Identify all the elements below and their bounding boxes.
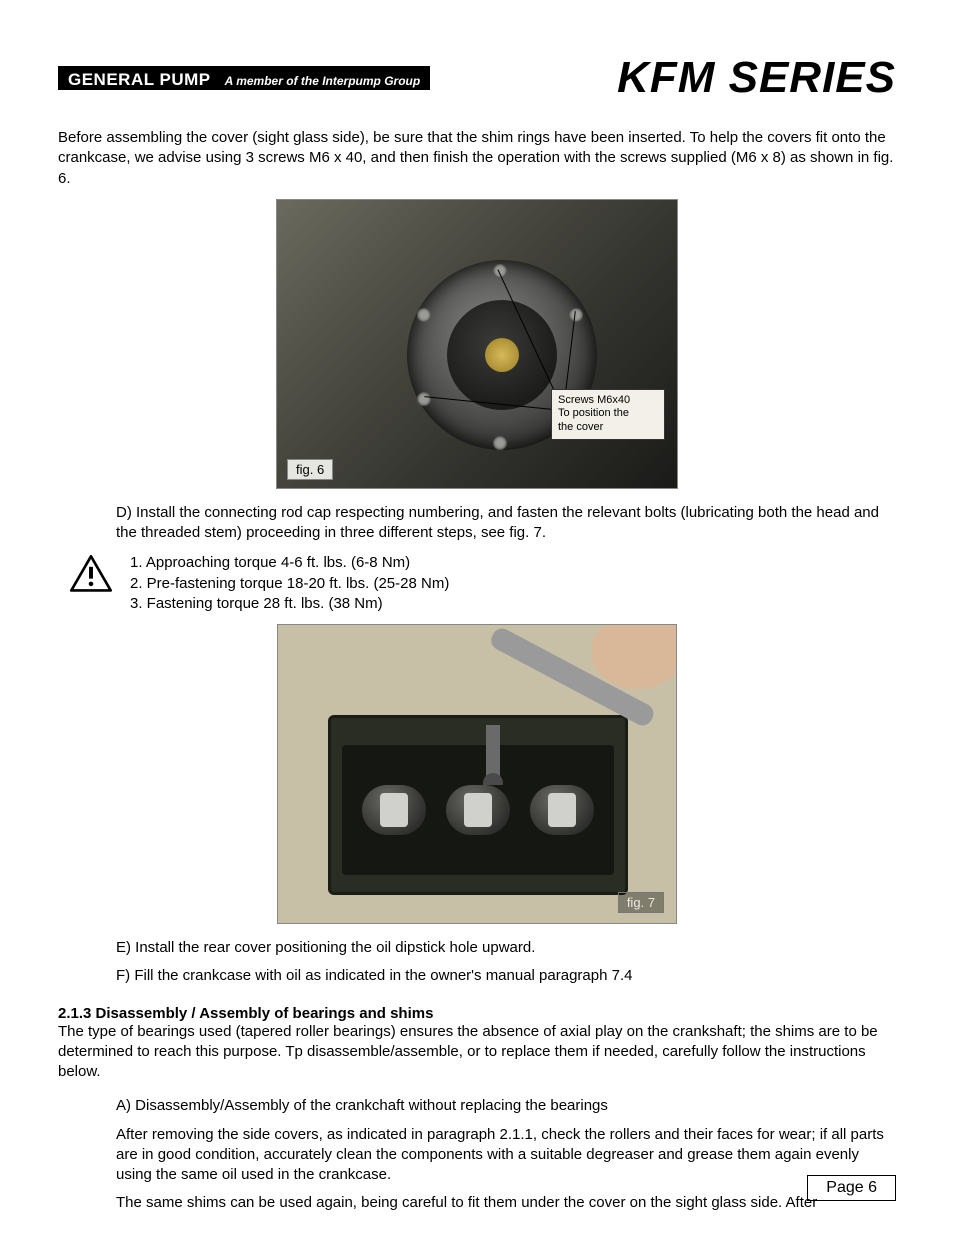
callout-leaders	[277, 200, 677, 488]
callout-line: Screws M6x40	[558, 394, 658, 408]
fig6-label: fig. 6	[287, 459, 333, 480]
intro-paragraph: Before assembling the cover (sight glass…	[58, 128, 896, 189]
step-d: D) Install the connecting rod cap respec…	[116, 503, 886, 544]
brand-name: GENERAL PUMP	[68, 70, 211, 90]
brand-tagline: A member of the Interpump Group	[225, 74, 421, 88]
section-heading: 2.1.3 Disassembly / Assembly of bearings…	[58, 1005, 896, 1022]
callout-line: the cover	[558, 421, 658, 435]
torque-steps: 1. Approaching torque 4-6 ft. lbs. (6-8 …	[130, 553, 449, 614]
section-body: The type of bearings used (tapered rolle…	[58, 1022, 896, 1083]
subsection-a-head: A) Disassembly/Assembly of the crankchaf…	[116, 1096, 886, 1116]
page-number: Page 6	[807, 1175, 896, 1201]
step-f: F) Fill the crankcase with oil as indica…	[116, 966, 886, 986]
callout-line: To position the	[558, 407, 658, 421]
fig6-callout: Screws M6x40 To position the the cover	[551, 389, 665, 440]
page-header: GENERAL PUMP A member of the Interpump G…	[58, 56, 896, 100]
subsection-a-p1: After removing the side covers, as indic…	[116, 1125, 886, 1186]
figure-7: fig. 7	[277, 624, 677, 924]
figure-6: Screws M6x40 To position the the cover f…	[276, 199, 678, 489]
warning-row: 1. Approaching torque 4-6 ft. lbs. (6-8 …	[58, 553, 896, 614]
warning-icon	[70, 555, 112, 597]
step-e: E) Install the rear cover positioning th…	[116, 938, 886, 958]
brand-bar: GENERAL PUMP A member of the Interpump G…	[58, 66, 430, 90]
torque-step-2: 2. Pre-fastening torque 18-20 ft. lbs. (…	[130, 574, 449, 594]
torque-step-3: 3. Fastening torque 28 ft. lbs. (38 Nm)	[130, 594, 449, 614]
torque-step-1: 1. Approaching torque 4-6 ft. lbs. (6-8 …	[130, 553, 449, 573]
series-title: KFM SERIES	[430, 56, 896, 100]
subsection-a-p2: The same shims can be used again, being …	[116, 1193, 886, 1213]
fig7-label: fig. 7	[618, 892, 664, 913]
